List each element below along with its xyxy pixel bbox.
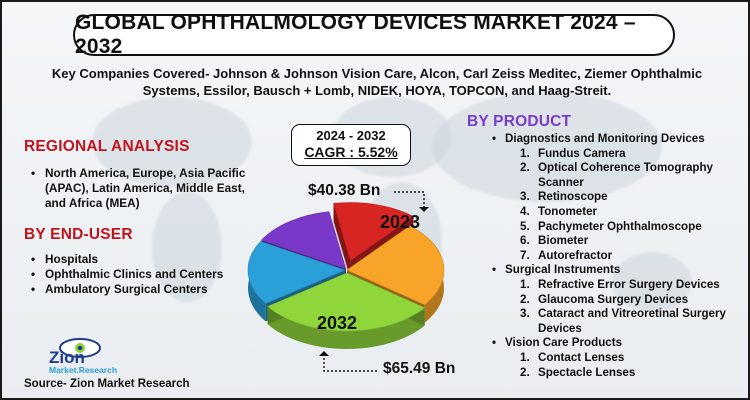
list-item: Hospitals — [30, 252, 230, 267]
eye-icon — [59, 338, 101, 358]
pie-slice-cut — [260, 241, 346, 289]
list-item: 1. Refractive Error Surgery Devices — [520, 277, 720, 291]
list-item: 4. Tonometer — [520, 204, 598, 218]
pie-slice-wall — [248, 241, 266, 322]
list-item: 1. Contact Lenses — [520, 350, 625, 364]
list-item: 2. Glaucoma Surgery Devices — [520, 292, 689, 306]
pie-slice — [260, 211, 347, 270]
list-item: North America, Europe, Asia Pacific (APA… — [30, 166, 250, 210]
list-item-text: Autorefractor — [538, 248, 613, 262]
value-2032-label: $65.49 Bn — [383, 360, 456, 377]
pie-slice-side — [261, 211, 346, 287]
map-background-shape — [362, 182, 442, 302]
list-item: 2. Optical Coherence Tomography Scanner — [520, 161, 714, 189]
pie-slice-wall — [267, 306, 425, 349]
product-sublist: 1. Refractive Error Surgery Devices 2. Gla… — [505, 278, 746, 336]
list-item-text: Refractive Error Surgery Devices — [538, 277, 720, 291]
product-group: Diagnostics and Monitoring Devices 1.Fun… — [491, 132, 746, 263]
list-item: 6. Biometer — [520, 234, 589, 248]
list-item: Ambulatory Surgical Centers — [30, 282, 230, 297]
zion-logo: Zion Market.Research — [49, 338, 117, 375]
product-group-label: Surgical Instruments — [505, 263, 621, 277]
product-group: Vision Care Products 1.Contact Lenses 2.… — [491, 336, 746, 380]
product-group-label: Vision Care Products — [505, 336, 623, 350]
list-item: 3. Cataract and Vitreoretinal Surgery Dev… — [520, 307, 726, 335]
by-product-title: BY PRODUCT — [467, 113, 572, 130]
product-group: Surgical Instruments 1.Refractive Error … — [491, 263, 746, 336]
list-item: 2. Spectacle Lenses — [520, 365, 636, 379]
list-item-text: Contact Lenses — [538, 350, 625, 364]
list-item-text: Retinoscope — [538, 190, 608, 204]
list-item-text: Fundus Camera — [538, 146, 626, 160]
end-user-list: Hospitals Ophthalmic Clinics and Centers… — [30, 252, 230, 296]
cagr-years: 2024 - 2032 — [316, 128, 386, 143]
list-item: 1. Fundus Camera — [520, 146, 626, 160]
end-user-title: BY END-USER — [24, 226, 133, 243]
pie-slice-label: 2032 — [317, 313, 357, 333]
arrow-up-icon — [319, 351, 329, 356]
source-text: Source- Zion Market Research — [24, 378, 190, 390]
key-companies-line-2: Systems, Essilor, Bausch + Lomb, NIDEK, … — [142, 83, 612, 98]
list-item-text: Spectacle Lenses — [538, 365, 636, 379]
list-item: 5. Pachymeter Ophthalmoscope — [520, 219, 702, 233]
product-sublist: 1. Fundus Camera 2. Optical Coherence Tomo… — [505, 147, 746, 264]
list-item-text: Glaucoma Surgery Devices — [538, 292, 689, 306]
logo-tagline: Market.Research — [49, 365, 117, 375]
regional-analysis-list: North America, Europe, Asia Pacific (APA… — [30, 166, 250, 210]
key-companies-line-1: Key Companies Covered- Johnson & Johnson… — [51, 66, 703, 81]
list-item-text: Tonometer — [538, 204, 598, 218]
pie-slice — [247, 241, 346, 304]
pie-slice-cut — [333, 203, 351, 279]
page-title-text: GLOBAL OPHTHALMOLOGY DEVICES MARKET 2024… — [75, 11, 636, 58]
cagr-value: CAGR : 5.52% — [304, 144, 398, 160]
list-item-text: Cataract and Vitreoretinal Surgery Devic… — [538, 307, 726, 335]
pie-slice-cut — [267, 272, 347, 325]
regional-analysis-title: REGIONAL ANALYSIS — [24, 138, 190, 155]
list-item: 7. Autorefractor — [520, 248, 613, 262]
product-list: Diagnostics and Monitoring Devices 1.Fun… — [491, 132, 746, 380]
pie-slice-cut — [265, 270, 346, 322]
pie-slice-wall — [261, 211, 330, 259]
list-item-text: Biometer — [538, 234, 589, 248]
product-sublist: 1. Contact Lenses 2. Spectacle Lenses — [505, 351, 746, 380]
list-item: Ophthalmic Clinics and Centers — [30, 267, 230, 282]
pie-slice-cut — [261, 240, 346, 287]
key-companies: Key Companies Covered- Johnson & Johnson… — [24, 65, 730, 99]
list-item-text: Optical Coherence Tomography Scanner — [538, 161, 714, 189]
value-2023-label: $40.38 Bn — [308, 182, 381, 199]
list-item-text: Pachymeter Ophthalmoscope — [538, 219, 702, 233]
pie-slice-side — [248, 241, 346, 322]
pie-slice-cut — [329, 211, 346, 287]
product-group-label: Diagnostics and Monitoring Devices — [505, 132, 705, 145]
page-title: GLOBAL OPHTHALMOLOGY DEVICES MARKET 2024… — [73, 11, 675, 58]
list-item: 3. Retinoscope — [520, 190, 608, 204]
logo-name: Zion — [49, 348, 85, 367]
cagr-box: 2024 - 2032 CAGR : 5.52% — [291, 124, 411, 166]
value-2032-leader — [323, 357, 377, 372]
